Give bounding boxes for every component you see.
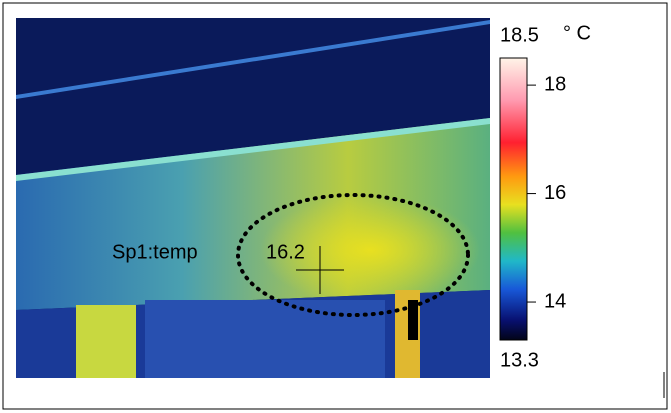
spot-value: 16.2 [266, 241, 305, 263]
scale-min: 13.3 [500, 349, 539, 371]
color-bar [499, 57, 528, 341]
spot-label: Sp1:temp [112, 241, 198, 263]
scale-tick-label: 14 [544, 290, 566, 312]
scale-tick-label: 18 [544, 73, 566, 95]
scale-max: 18.5 [500, 24, 539, 46]
scale-tick-label: 16 [544, 182, 566, 204]
scale-unit: ° C [563, 22, 591, 44]
thermal-image [16, 18, 490, 378]
